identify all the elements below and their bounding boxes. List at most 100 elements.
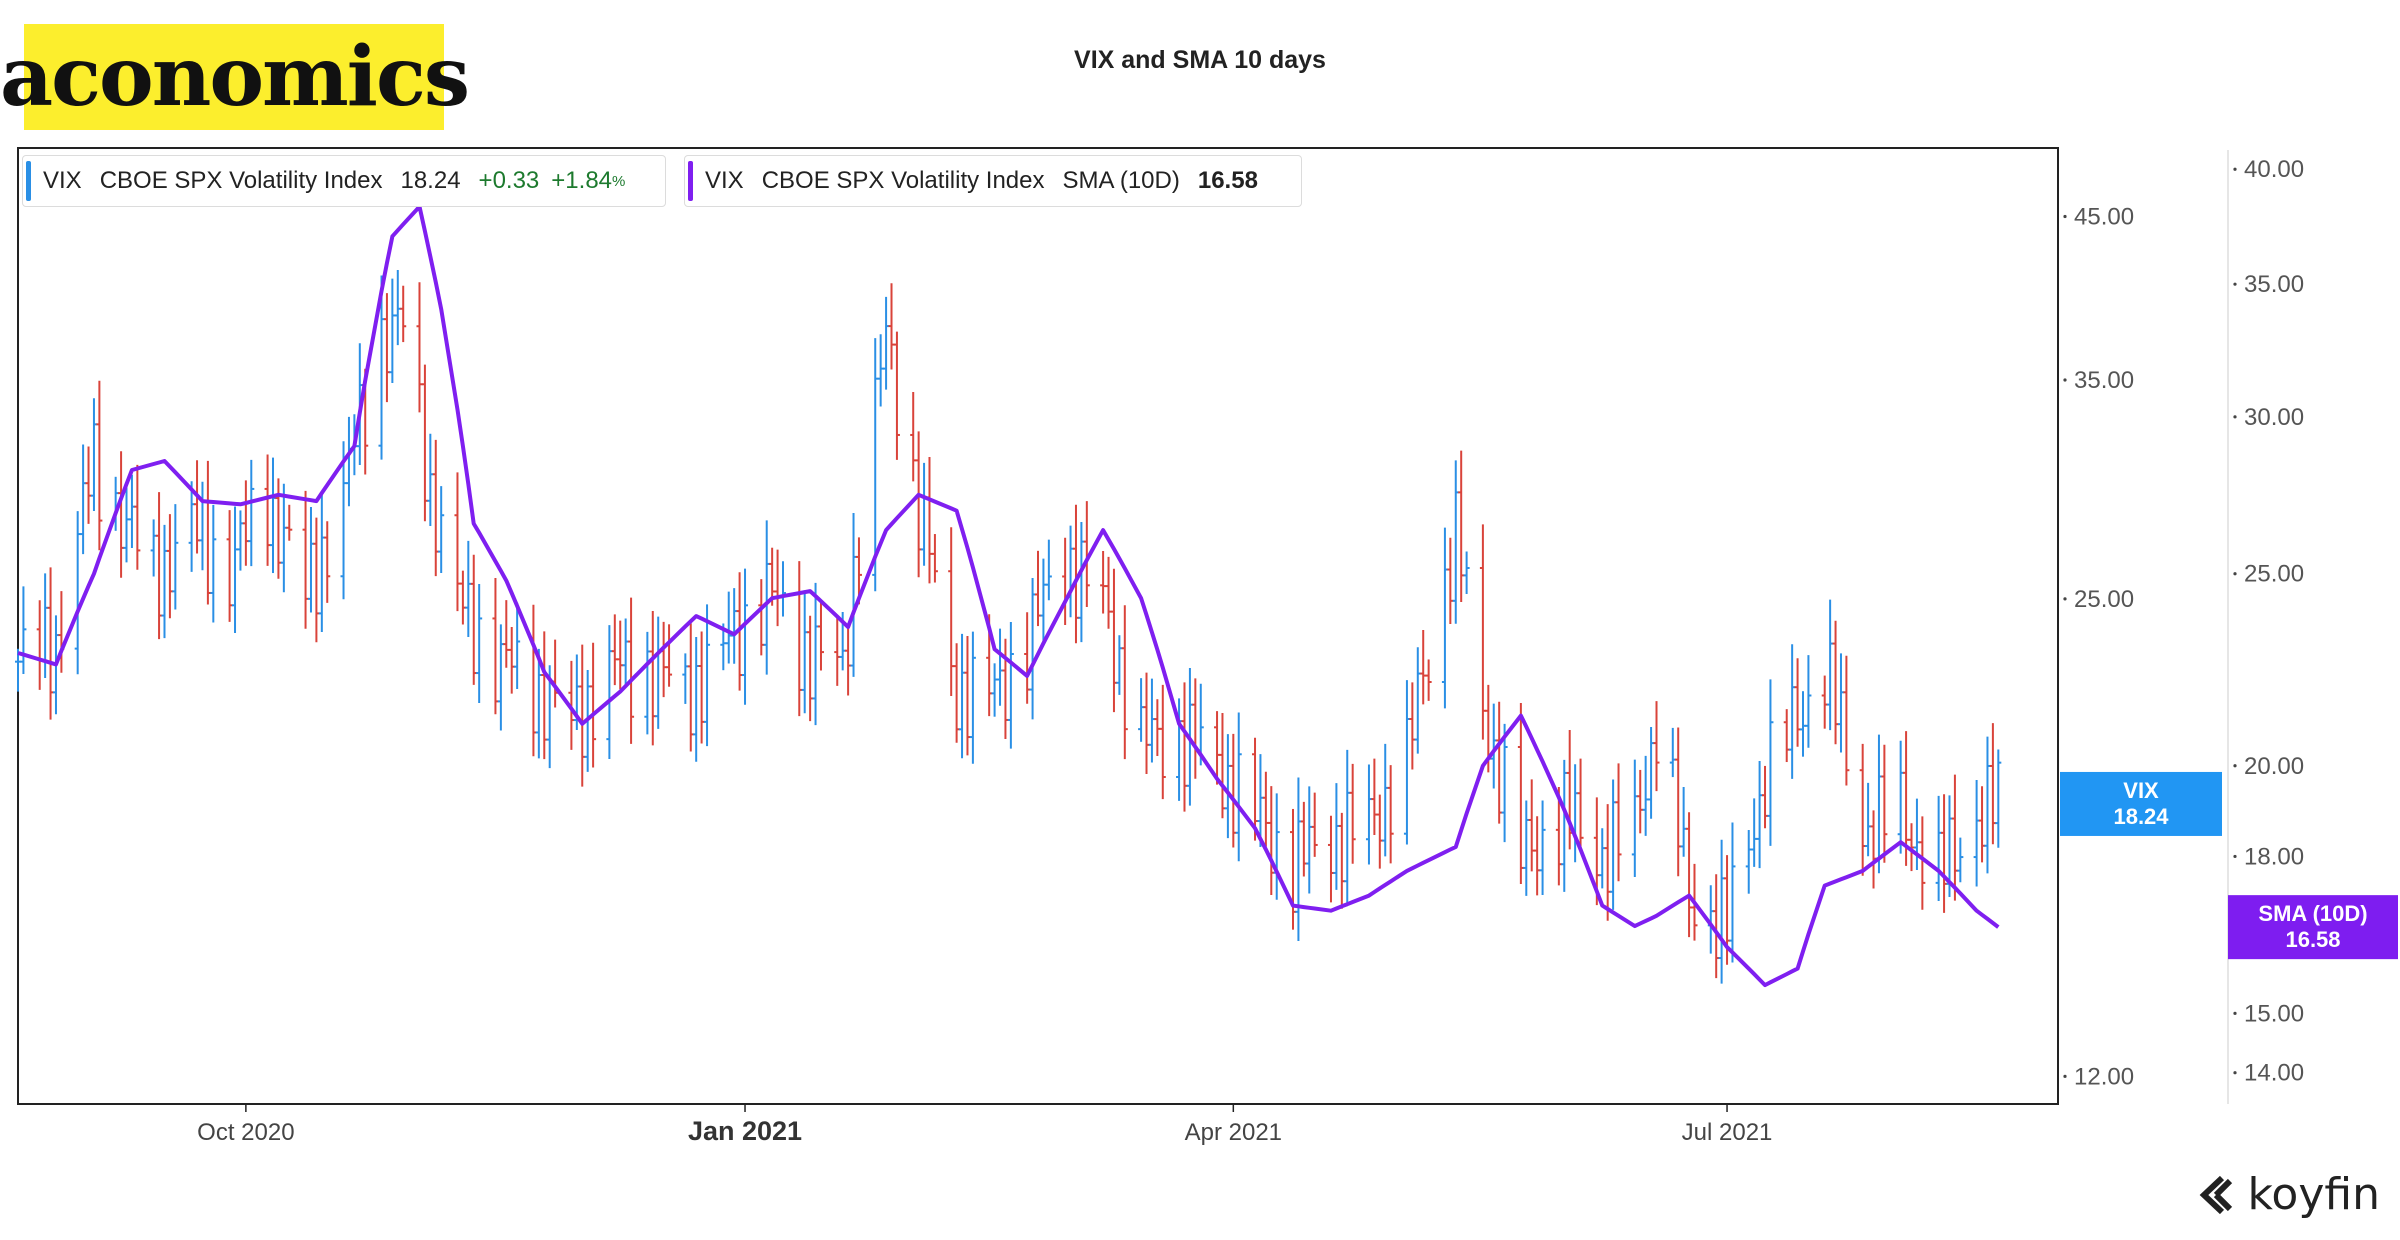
- ohlc-bar: [926, 456, 933, 584]
- ohlc-bar: [128, 474, 135, 548]
- ohlc-bar: [590, 642, 597, 768]
- koyfin-wordmark: koyfin: [2247, 1169, 2380, 1220]
- ohlc-bar: [270, 457, 276, 574]
- left-axis-tick-label: 35.00: [2074, 367, 2134, 394]
- ohlc-bar: [644, 631, 651, 735]
- ohlc-bar: [1441, 527, 1448, 709]
- sma-value-tag-value: 16.58: [2285, 927, 2340, 952]
- ohlc-bar: [959, 633, 966, 759]
- x-tick-label: Jul 2021: [1682, 1119, 1773, 1146]
- grid-layer: [17, 147, 2229, 1105]
- ohlc-bar: [877, 334, 884, 407]
- ohlc-bar: [910, 392, 917, 482]
- legend-sma[interactable]: VIX CBOE SPX Volatility Index SMA (10D) …: [684, 155, 1302, 207]
- ohlc-bar: [1327, 815, 1334, 903]
- ohlc-bar: [698, 631, 705, 744]
- ohlc-bar: [416, 282, 423, 413]
- ohlc-bar: [1425, 659, 1432, 701]
- legend-vix-change-pct: +1.84: [551, 167, 613, 194]
- ohlc-bar: [991, 663, 998, 717]
- ohlc-bar: [400, 285, 407, 343]
- legend-vix[interactable]: VIX CBOE SPX Volatility Index 18.24 +0.3…: [22, 155, 666, 207]
- ohlc-bar: [1686, 812, 1693, 938]
- right-axis-tick-label: 40.00: [2244, 156, 2304, 183]
- ohlc-bar: [1604, 804, 1611, 921]
- right-axis-tick: [2233, 1011, 2237, 1015]
- x-tick-label: Oct 2020: [197, 1119, 294, 1146]
- ohlc-bar: [1832, 620, 1839, 745]
- ohlc-bar: [704, 604, 711, 747]
- ohlc-bar: [579, 644, 586, 787]
- ohlc-bar: [763, 520, 770, 675]
- vix-value-tag-value: 18.24: [2113, 804, 2169, 829]
- ohlc-bar: [1409, 682, 1416, 770]
- x-tick-label: Apr 2021: [1185, 1119, 1282, 1146]
- ohlc-bar: [1935, 795, 1942, 901]
- ohlc-bar: [1062, 537, 1069, 626]
- ohlc-bar: [1338, 812, 1345, 909]
- ohlc-bar: [1414, 647, 1421, 754]
- ohlc-bar: [1382, 743, 1389, 857]
- ohlc-bar: [1615, 763, 1622, 882]
- ohlc-bar: [1599, 828, 1606, 889]
- ohlc-bar: [845, 627, 852, 696]
- ohlc-bar: [1523, 800, 1530, 896]
- ohlc-bar: [85, 446, 92, 524]
- legend-vix-value: 18.24: [400, 167, 461, 194]
- ohlc-bar: [622, 618, 629, 688]
- ohlc-bar: [742, 568, 749, 705]
- ohlc-bar: [1235, 712, 1242, 862]
- ohlc-bar: [1045, 539, 1052, 601]
- ohlc-bar: [150, 519, 157, 577]
- ohlc-bar: [345, 416, 352, 507]
- ohlc-bar: [503, 600, 510, 668]
- ohlc-bar: [1989, 723, 1996, 845]
- ohlc-bar: [118, 451, 125, 578]
- left-axis-tick: [2063, 597, 2067, 601]
- ohlc-bar: [1751, 798, 1758, 867]
- ohlc-bar: [687, 623, 694, 752]
- ohlc-bar: [123, 487, 130, 563]
- ohlc-bar: [1995, 749, 2002, 848]
- ohlc-bar: [1805, 655, 1812, 748]
- ohlc-bar: [1268, 786, 1275, 896]
- ohlc-bar: [1642, 755, 1649, 836]
- ohlc-bar: [1837, 653, 1844, 753]
- ohlc-bar: [226, 510, 233, 622]
- ohlc-bar: [801, 590, 808, 714]
- legend-sma-swatch: [688, 161, 693, 201]
- ohlc-bar: [47, 567, 54, 720]
- ohlc-bar: [666, 624, 673, 687]
- right-axis-tick-label: 25.00: [2244, 561, 2304, 588]
- vix-value-tag-label: VIX: [2123, 778, 2159, 803]
- ohlc-bar: [649, 610, 656, 746]
- ohlc-bar: [964, 636, 971, 756]
- koyfin-logo-icon: [2199, 1175, 2232, 1214]
- ohlc-bar: [611, 614, 618, 686]
- ohlc-bar: [1387, 765, 1394, 864]
- right-axis-tick-label: 15.00: [2244, 1000, 2304, 1027]
- ohlc-bar: [1078, 522, 1085, 643]
- plot-frame: [17, 147, 2059, 1105]
- ohlc-bar: [725, 591, 732, 664]
- ohlc-bar: [199, 481, 206, 571]
- chart-title: VIX and SMA 10 days: [1074, 46, 1326, 74]
- ohlc-bar: [497, 624, 504, 731]
- ohlc-bar: [1539, 800, 1546, 896]
- ohlc-bars-layer: [15, 270, 2002, 984]
- legend-sma-name: CBOE SPX Volatility Index: [761, 167, 1045, 194]
- ohlc-bar: [812, 582, 819, 726]
- left-axis-tick: [2063, 214, 2067, 219]
- legend-vix-name: CBOE SPX Volatility Index: [99, 167, 383, 194]
- ohlc-bar: [1452, 460, 1459, 624]
- ohlc-bar: [1680, 787, 1687, 857]
- ohlc-bar: [1859, 743, 1866, 876]
- ohlc-bar: [280, 483, 287, 593]
- ohlc-bar: [1496, 701, 1503, 824]
- ohlc-bar: [96, 380, 103, 551]
- ohlc-bar: [953, 643, 960, 743]
- ohlc-bar: [915, 431, 922, 578]
